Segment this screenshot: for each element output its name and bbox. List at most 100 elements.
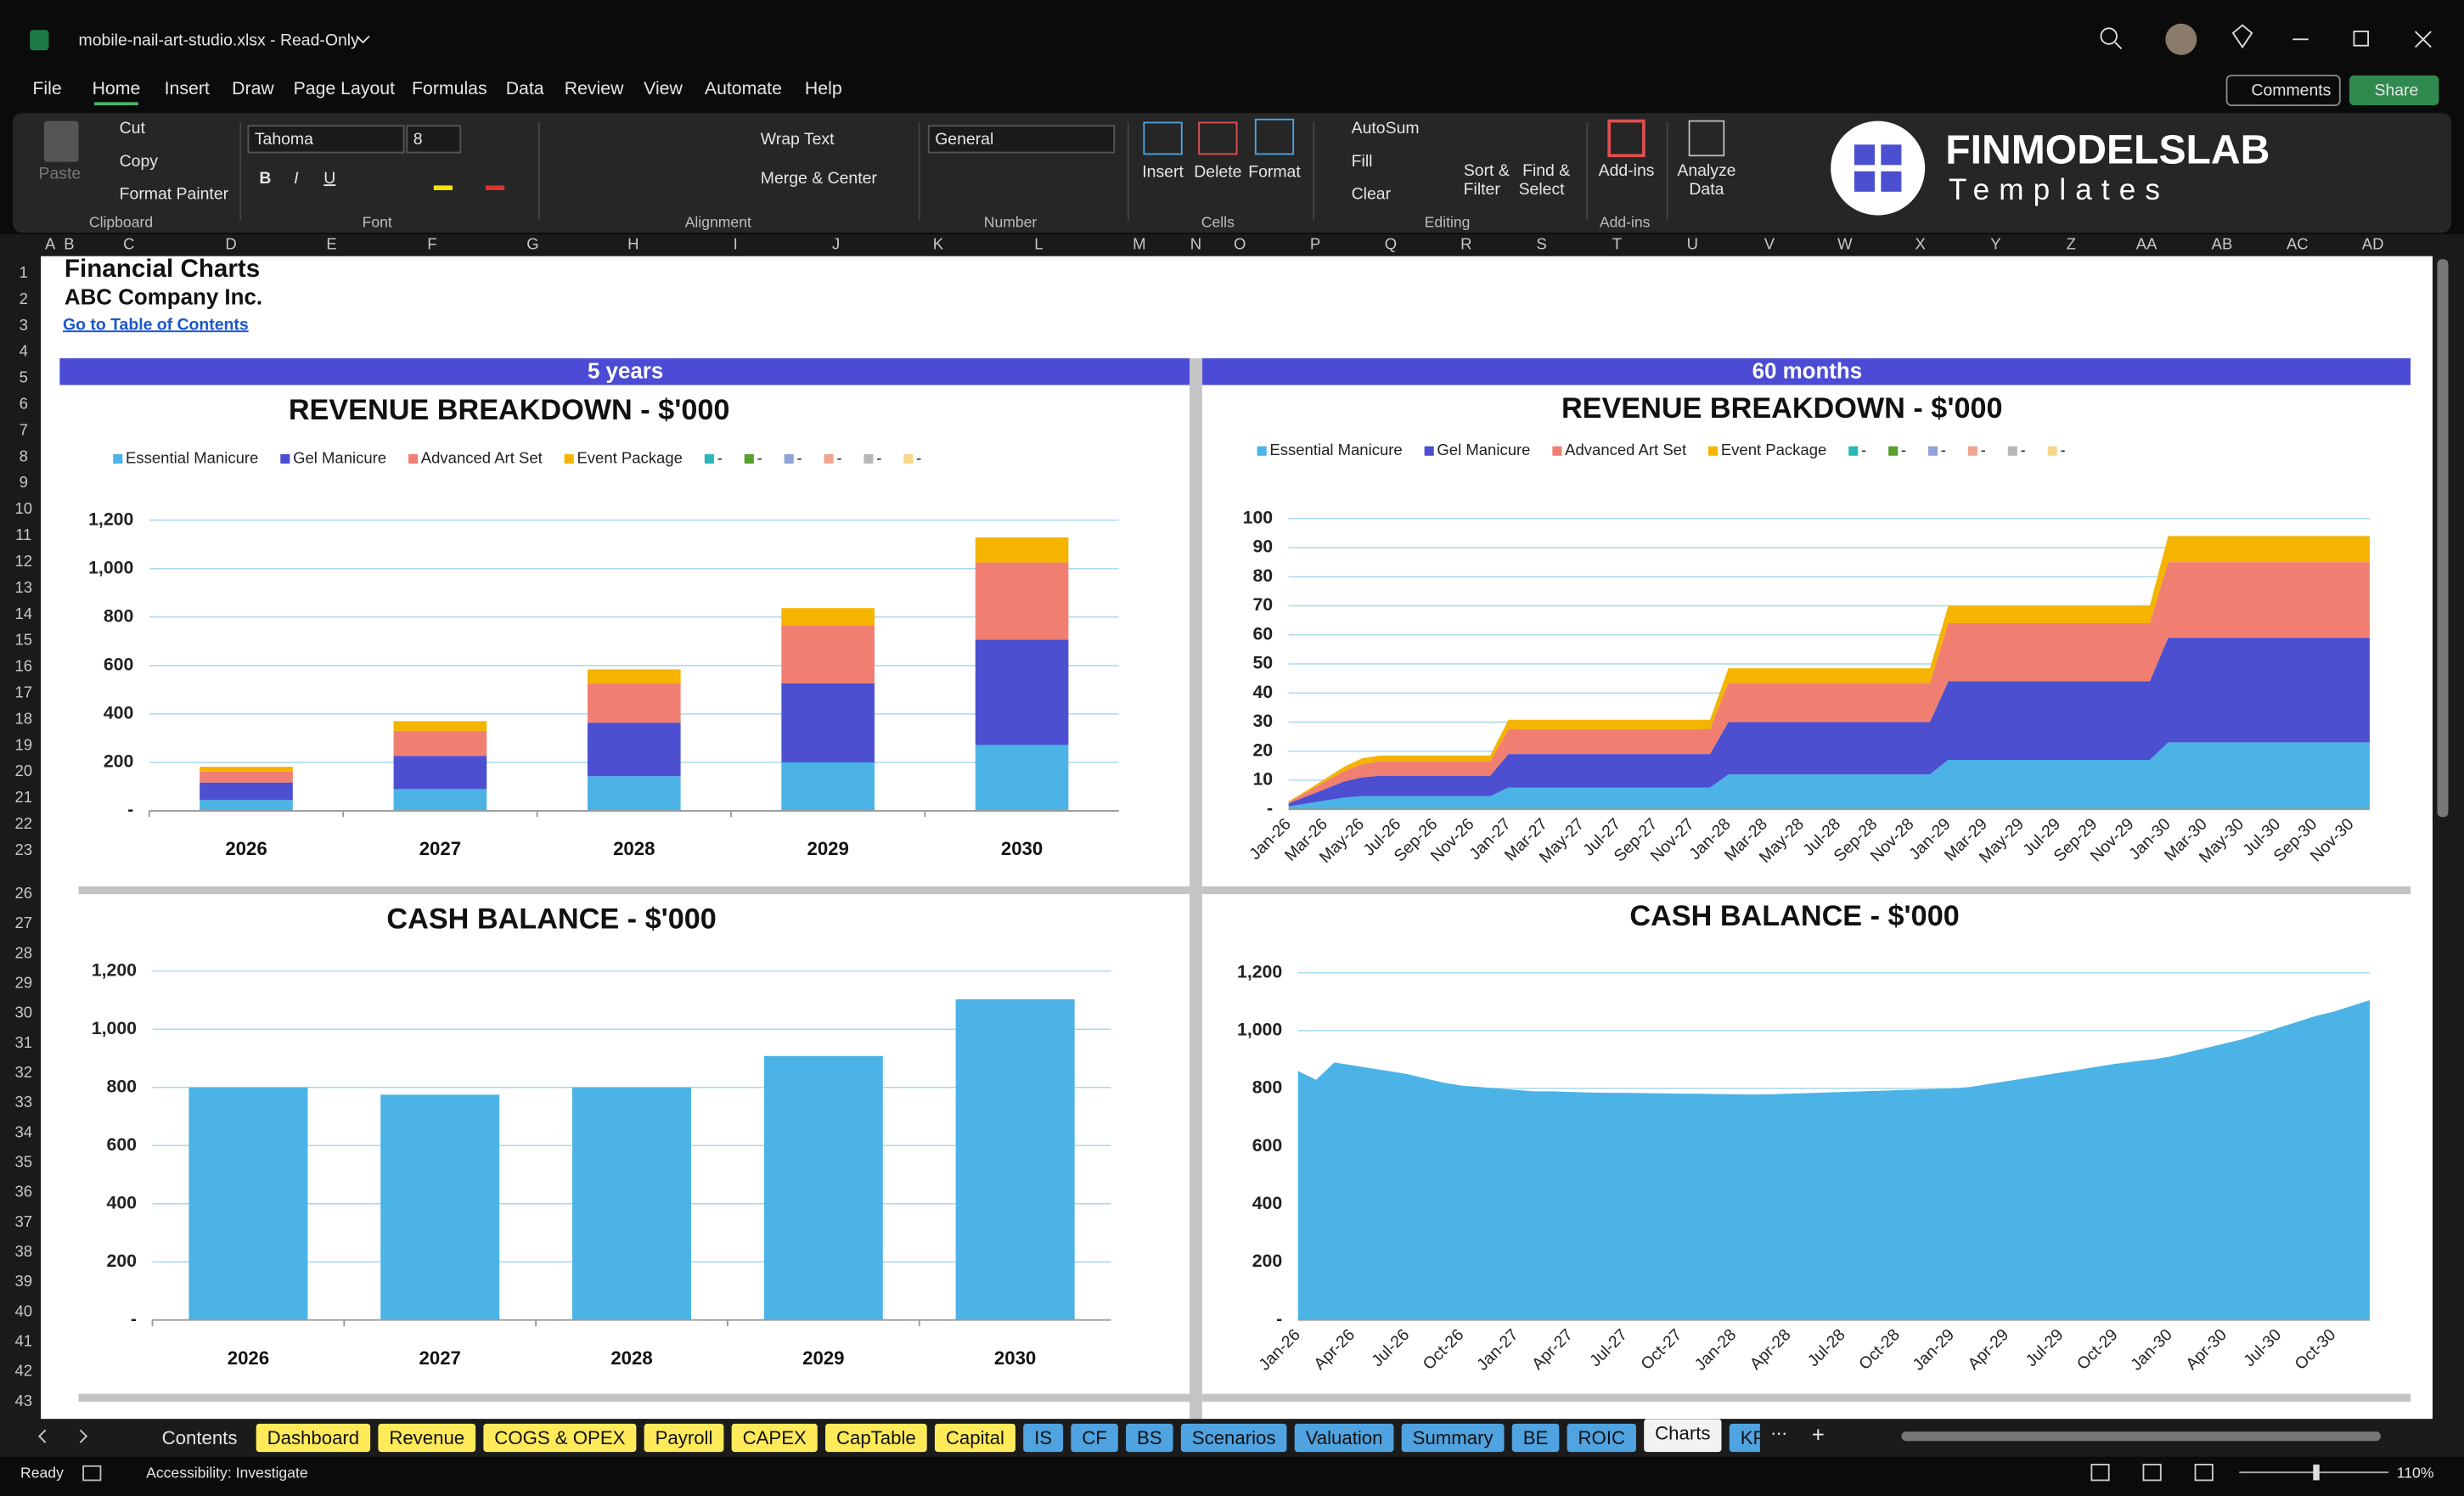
more-tabs[interactable]: ⋯ xyxy=(1770,1425,1786,1443)
row-header[interactable]: 28 xyxy=(14,943,32,961)
tab[interactable] xyxy=(378,1423,476,1453)
column-header[interactable]: N xyxy=(1190,235,1201,253)
horizontal-scrollbar[interactable] xyxy=(1901,1431,2381,1442)
row-header[interactable]: 30 xyxy=(14,1004,32,1021)
row-header[interactable]: 19 xyxy=(14,735,32,753)
row-header[interactable]: 20 xyxy=(14,762,32,779)
tab[interactable] xyxy=(1023,1423,1064,1453)
fill[interactable]: Fill xyxy=(1352,152,1373,171)
column-header[interactable]: U xyxy=(1687,235,1698,253)
underline-icon[interactable]: U xyxy=(323,169,335,188)
tab[interactable] xyxy=(1126,1423,1173,1453)
column-header[interactable]: O xyxy=(1234,235,1246,253)
row-header[interactable]: 9 xyxy=(20,473,28,491)
close[interactable] xyxy=(2414,31,2432,48)
row-header[interactable]: 1 xyxy=(20,263,28,281)
column-header[interactable]: P xyxy=(1310,235,1320,253)
tab[interactable] xyxy=(1644,1419,1722,1453)
row-header[interactable]: 34 xyxy=(14,1122,32,1140)
column-header[interactable]: S xyxy=(1536,235,1546,253)
column-header[interactable]: AD xyxy=(2362,235,2384,253)
row-header[interactable]: 18 xyxy=(14,709,32,727)
row-header[interactable]: 16 xyxy=(14,657,32,675)
analyze-data[interactable]: Data xyxy=(1689,180,1724,199)
comments-button[interactable] xyxy=(2225,74,2341,106)
toc-link[interactable]: Go to Table of Contents xyxy=(63,315,249,334)
column-header[interactable]: Q xyxy=(1385,235,1397,253)
paste-icon[interactable] xyxy=(43,121,79,162)
row-header[interactable]: 40 xyxy=(14,1302,32,1319)
column-header[interactable]: H xyxy=(627,235,639,253)
avatar[interactable] xyxy=(2165,23,2197,55)
tab[interactable] xyxy=(1567,1423,1636,1453)
row-header[interactable]: 38 xyxy=(14,1242,32,1260)
share-button[interactable] xyxy=(2349,75,2439,106)
row-header[interactable]: 43 xyxy=(14,1392,32,1409)
column-header[interactable]: AB xyxy=(2212,235,2233,253)
tab[interactable] xyxy=(483,1423,637,1453)
tab[interactable] xyxy=(825,1423,927,1453)
tab-scroll[interactable] xyxy=(37,1429,88,1443)
wrap-text[interactable]: Wrap Text xyxy=(761,130,835,149)
row-header[interactable]: 36 xyxy=(14,1183,32,1201)
row-header[interactable]: 17 xyxy=(14,683,32,700)
row-header[interactable]: 29 xyxy=(14,974,32,992)
tab[interactable] xyxy=(1180,1423,1287,1453)
column-header[interactable]: W xyxy=(1837,235,1853,253)
row-header[interactable]: 5 xyxy=(20,368,28,386)
menu-item[interactable]: Formulas xyxy=(412,78,487,98)
row-header[interactable]: 39 xyxy=(14,1272,32,1290)
column-header[interactable]: L xyxy=(1034,235,1043,253)
menu-item[interactable]: Insert xyxy=(165,78,210,98)
column-header[interactable]: R xyxy=(1460,235,1471,253)
zoom-thumb[interactable] xyxy=(2313,1464,2320,1481)
tab[interactable] xyxy=(1729,1423,1792,1453)
tab[interactable] xyxy=(1401,1423,1505,1453)
add-ins-icon[interactable] xyxy=(1607,119,1645,158)
sort-filter[interactable]: Sort & xyxy=(1464,161,1510,180)
column-header[interactable]: A xyxy=(45,235,56,253)
column-header[interactable]: T xyxy=(1612,235,1622,253)
find-select[interactable]: Find & xyxy=(1522,161,1570,180)
row-header[interactable]: 3 xyxy=(20,316,28,334)
tab[interactable] xyxy=(1294,1423,1394,1453)
accessibility[interactable]: Accessibility: Investigate xyxy=(146,1465,308,1482)
row-header[interactable]: 6 xyxy=(20,394,28,412)
column-header[interactable]: V xyxy=(1764,235,1775,253)
row-header[interactable]: 31 xyxy=(14,1033,32,1051)
row-header[interactable]: 37 xyxy=(14,1212,32,1230)
column-header[interactable]: E xyxy=(326,235,336,253)
column-header[interactable]: Y xyxy=(1990,235,2000,253)
menu-item[interactable]: Review xyxy=(565,78,624,98)
row-header[interactable]: 21 xyxy=(14,788,32,806)
row-header[interactable]: 14 xyxy=(14,605,32,622)
row-header[interactable]: 33 xyxy=(14,1093,32,1111)
search-icon[interactable] xyxy=(2100,27,2118,45)
menu-item[interactable]: Data xyxy=(506,78,544,98)
row-header[interactable]: 7 xyxy=(20,420,28,438)
copy[interactable]: Copy xyxy=(120,152,159,171)
row-header[interactable]: 15 xyxy=(14,631,32,649)
column-header[interactable]: K xyxy=(933,235,944,253)
column-header[interactable]: D xyxy=(225,235,236,253)
column-header[interactable]: AA xyxy=(2136,235,2157,253)
premium-icon[interactable] xyxy=(2231,24,2253,49)
analyze-data[interactable]: Analyze xyxy=(1677,161,1735,180)
merge-center[interactable]: Merge & Center xyxy=(761,169,878,188)
tab[interactable] xyxy=(256,1423,371,1453)
menu-item[interactable]: View xyxy=(644,78,683,98)
restore[interactable] xyxy=(2353,31,2370,47)
menu-item[interactable]: Home xyxy=(93,78,141,98)
row-header[interactable]: 27 xyxy=(14,914,32,931)
row-header[interactable]: 35 xyxy=(14,1152,32,1170)
row-header[interactable]: 8 xyxy=(20,447,28,464)
insert[interactable]: Insert xyxy=(1142,163,1184,182)
row-header[interactable]: 41 xyxy=(14,1331,32,1349)
highlight-color[interactable] xyxy=(433,185,453,190)
column-header[interactable]: X xyxy=(1915,235,1925,253)
find-select[interactable]: Select xyxy=(1519,180,1566,199)
delete[interactable]: Delete xyxy=(1194,163,1241,182)
menu-item[interactable]: Help xyxy=(805,78,842,98)
column-header[interactable]: M xyxy=(1133,235,1145,253)
add-sheet[interactable]: + xyxy=(1812,1423,1825,1447)
